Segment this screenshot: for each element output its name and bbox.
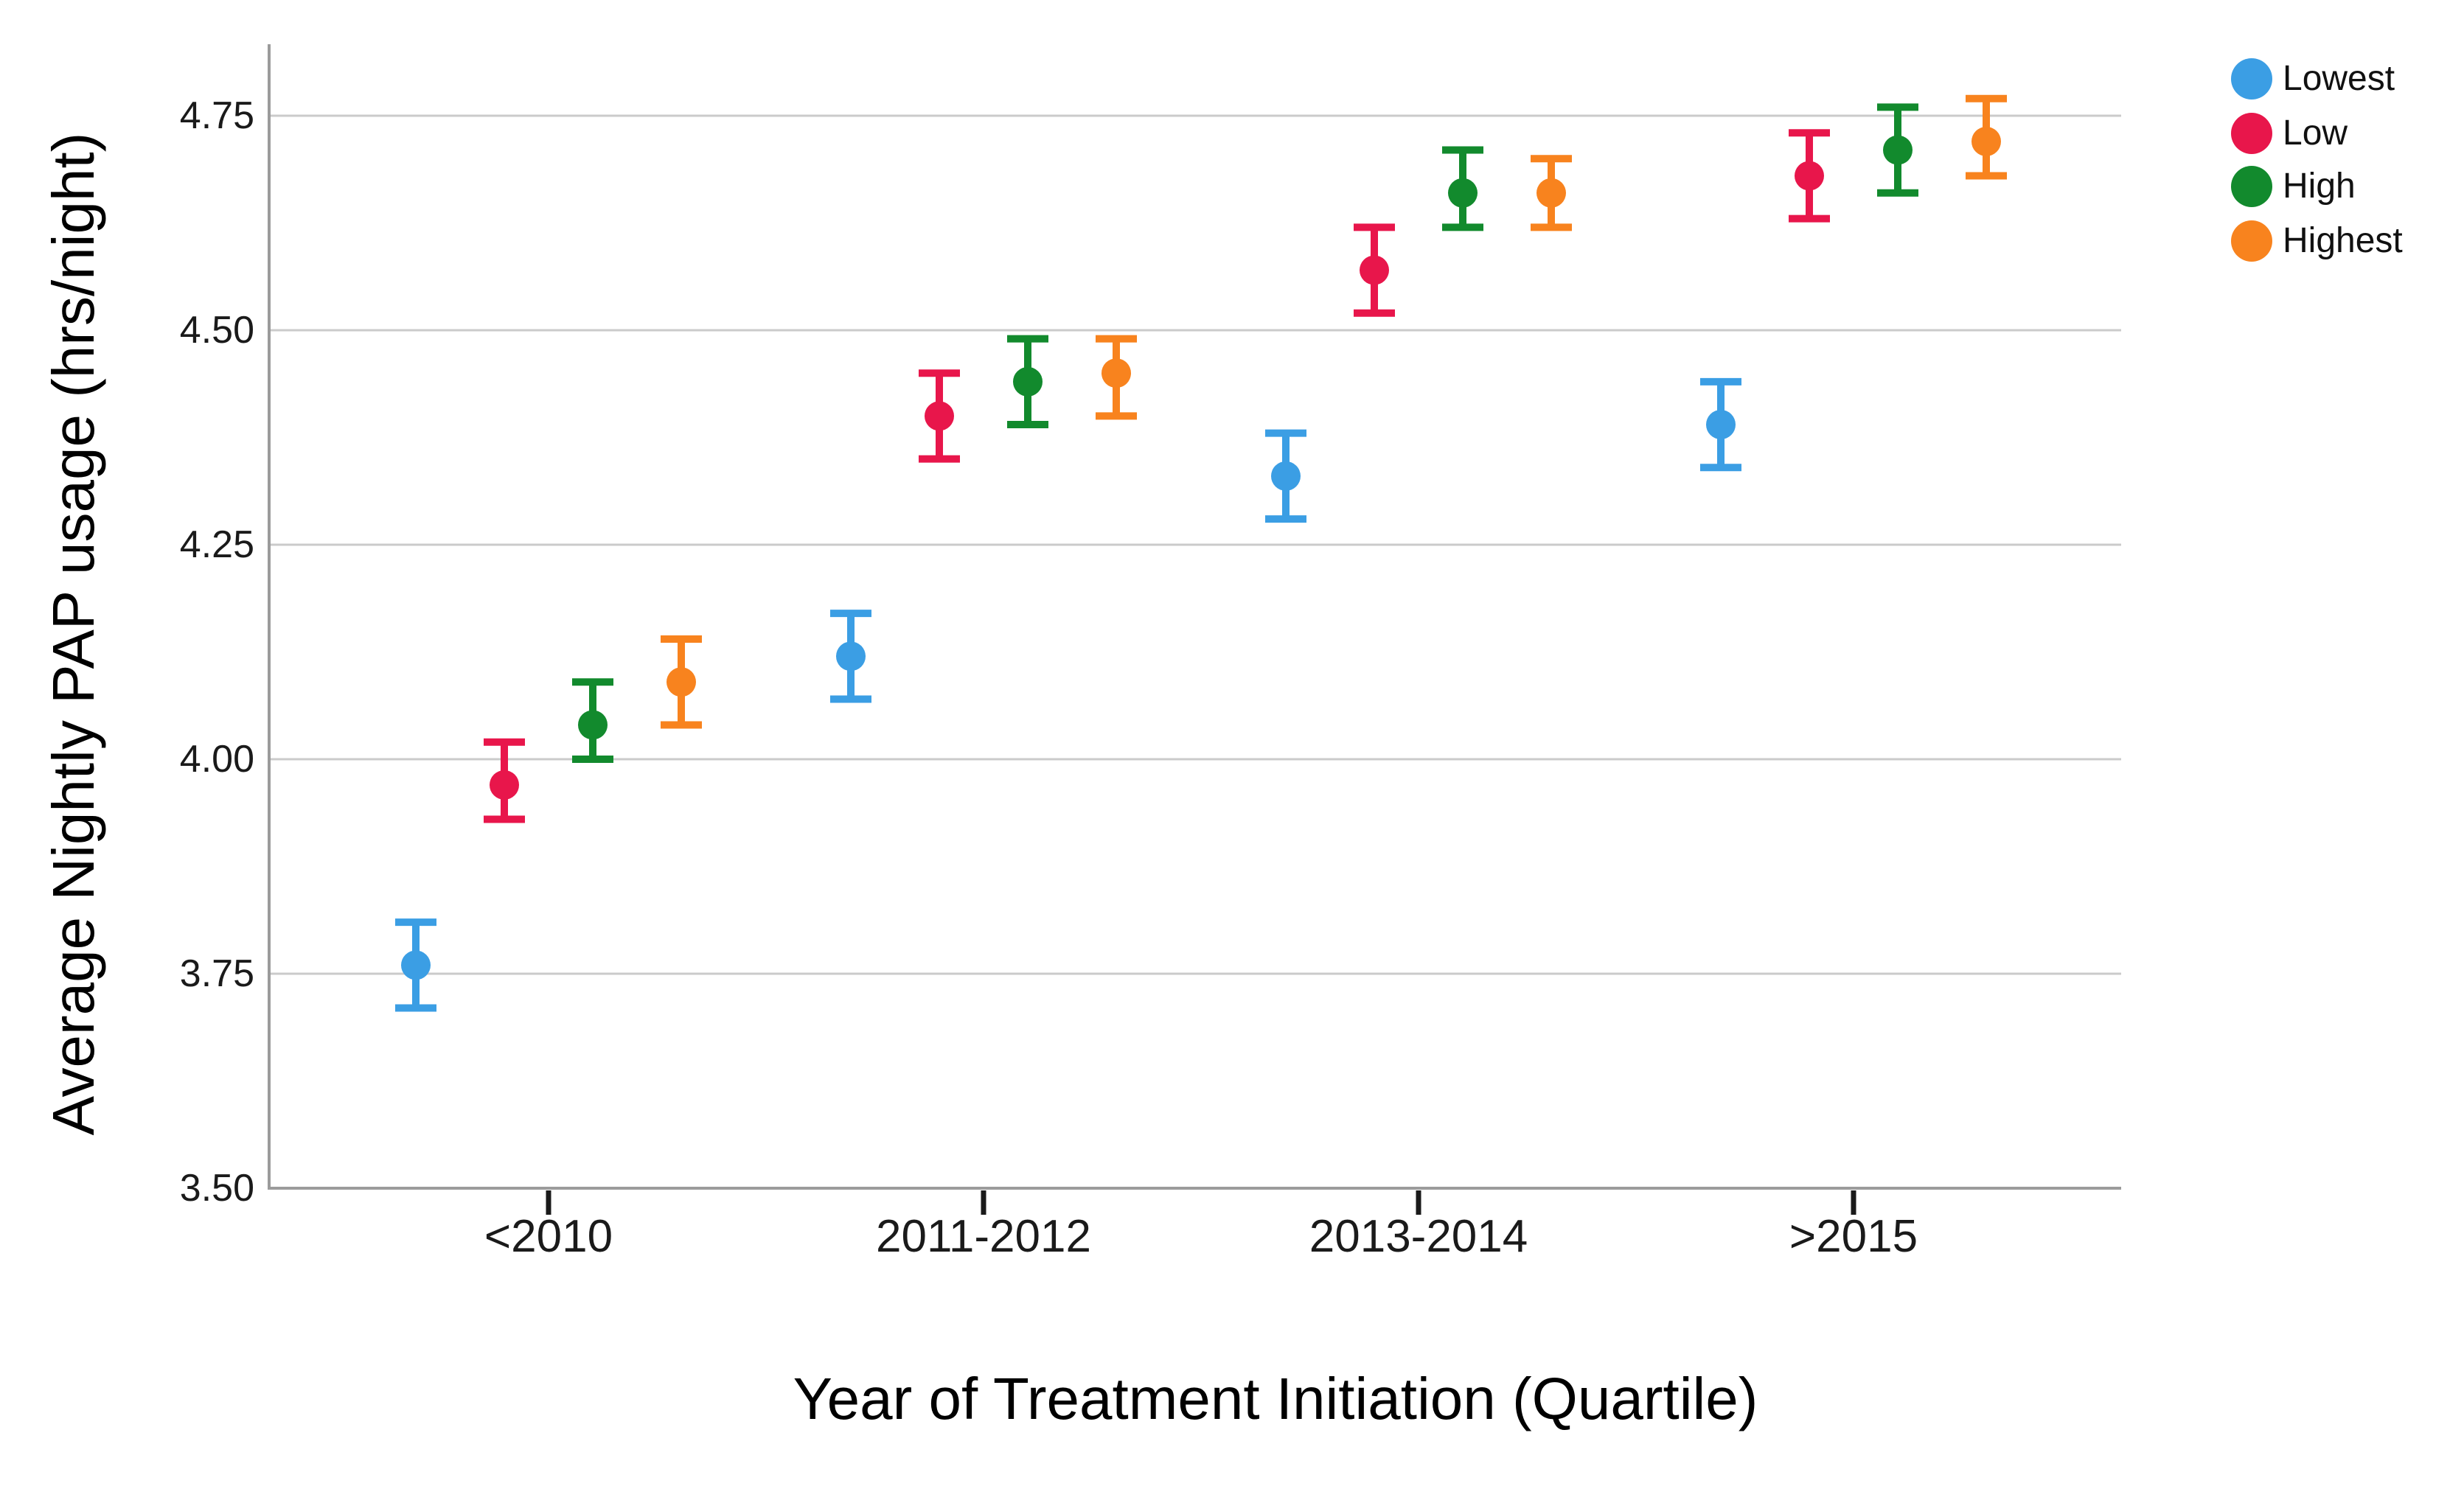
data-point-Highest-3 xyxy=(1971,126,2001,156)
legend-label-lowest: Lowest xyxy=(2283,59,2395,98)
data-point-Lowest-3 xyxy=(1706,410,1736,440)
y-tick-label-4.75: 4.75 xyxy=(179,94,254,137)
x-tick-label-0: <2010 xyxy=(484,1211,613,1262)
y-tick-label-4.25: 4.25 xyxy=(179,523,254,566)
legend-item-lowest: Lowest xyxy=(2231,51,2395,107)
y-axis-title: Average Nightly PAP usage (hrs/night) xyxy=(41,132,106,1136)
data-point-Low-3 xyxy=(1795,161,1824,191)
data-point-Lowest-1 xyxy=(836,641,866,672)
legend-label-low: Low xyxy=(2283,114,2348,153)
y-tick-label-4.50: 4.50 xyxy=(179,309,254,352)
data-point-Lowest-2 xyxy=(1271,461,1301,491)
data-point-Low-1 xyxy=(925,401,954,431)
x-tick-label-1: 2011-2012 xyxy=(876,1211,1091,1262)
legend-item-highest: Highest xyxy=(2231,213,2403,269)
legend-dot-icon-high xyxy=(2231,166,2272,207)
legend-dot-icon-lowest xyxy=(2231,58,2272,100)
data-point-Highest-0 xyxy=(667,667,696,697)
y-tick-label-3.75: 3.75 xyxy=(179,952,254,995)
data-point-Low-2 xyxy=(1360,255,1389,285)
legend-item-low: Low xyxy=(2231,105,2348,161)
legend-label-high: High xyxy=(2283,167,2356,206)
x-tick-label-2: 2013-2014 xyxy=(1309,1211,1528,1262)
x-tick-label-3: >2015 xyxy=(1789,1211,1918,1262)
data-point-High-1 xyxy=(1013,366,1043,397)
data-point-Highest-2 xyxy=(1536,178,1566,208)
legend-label-highest: Highest xyxy=(2283,221,2403,260)
y-tick-label-3.50: 3.50 xyxy=(179,1167,254,1210)
data-point-Highest-1 xyxy=(1102,358,1131,388)
data-point-Lowest-0 xyxy=(401,950,431,980)
x-axis-title: Year of Treatment Initiation (Quartile) xyxy=(793,1366,1758,1431)
legend-dot-icon-highest xyxy=(2231,220,2272,262)
y-tick-label-4.00: 4.00 xyxy=(179,738,254,781)
legend-dot-icon-low xyxy=(2231,113,2272,154)
legend-item-high: High xyxy=(2231,158,2356,214)
data-point-High-3 xyxy=(1883,135,1913,165)
data-point-High-2 xyxy=(1448,178,1478,208)
data-point-High-0 xyxy=(578,710,608,740)
data-point-Low-0 xyxy=(490,770,519,800)
